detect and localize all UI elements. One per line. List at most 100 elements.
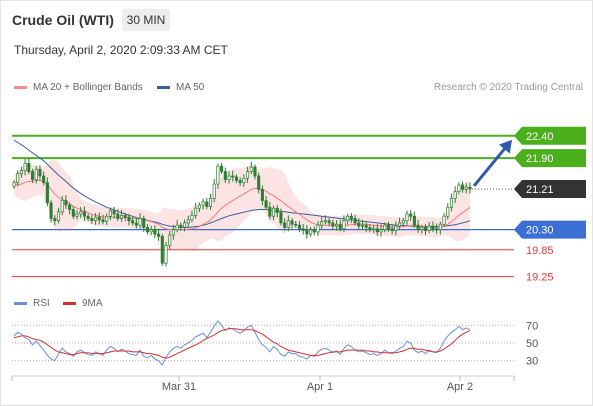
legend-ma50: MA 50	[157, 82, 204, 93]
candle-body	[309, 229, 313, 235]
candle-body	[346, 215, 350, 222]
candle-body	[420, 227, 424, 230]
candle-body	[142, 218, 146, 228]
candle	[349, 212, 353, 224]
candle	[168, 230, 172, 250]
candle	[45, 177, 49, 207]
candle-body	[398, 222, 402, 227]
candle-body	[157, 233, 161, 237]
candle	[194, 202, 198, 219]
candle-body	[386, 224, 390, 230]
candle-body	[431, 225, 435, 230]
candle	[164, 241, 168, 267]
candle-body	[68, 204, 72, 210]
candle	[12, 180, 16, 189]
candle	[309, 226, 313, 237]
candle-body	[90, 218, 94, 222]
candle-body	[16, 173, 20, 184]
resistance-tag	[514, 149, 586, 168]
candle-body	[327, 220, 331, 224]
candle	[423, 224, 428, 236]
candle-body	[64, 200, 68, 206]
candle-body	[79, 211, 83, 215]
candle-body	[23, 163, 27, 171]
candle	[360, 219, 365, 231]
candle	[238, 177, 242, 187]
candle-body	[446, 206, 450, 217]
timeframe-button[interactable]: 30 MIN	[122, 9, 170, 31]
candle-body	[108, 210, 112, 217]
candle	[42, 171, 46, 186]
candle-body	[97, 216, 101, 221]
candle-body	[416, 224, 420, 230]
candle	[246, 166, 250, 183]
candle	[94, 213, 98, 225]
candle	[394, 221, 398, 236]
candle-body	[342, 220, 346, 230]
candle-body	[145, 227, 150, 233]
candle	[179, 222, 183, 231]
candle	[286, 215, 290, 232]
candle-body	[238, 180, 242, 184]
candle-body	[45, 182, 49, 204]
candle-body	[286, 220, 290, 228]
candle-body	[182, 222, 187, 228]
candle	[390, 224, 394, 235]
candle	[90, 215, 94, 225]
candle	[16, 170, 20, 187]
candle-body	[75, 213, 79, 217]
timestamp: Thursday, April 2, 2020 2:09:33 AM CET	[14, 43, 228, 57]
candle-body	[301, 228, 305, 231]
candle	[60, 195, 64, 216]
candle-body	[86, 215, 90, 219]
candle-body	[435, 228, 439, 231]
candle-body	[116, 213, 120, 219]
candle-body	[94, 216, 98, 222]
candle-body	[205, 201, 209, 207]
candle	[438, 221, 442, 235]
candle-body	[112, 210, 116, 215]
candle-body	[71, 209, 75, 217]
candle-body	[56, 211, 61, 222]
candle	[116, 209, 120, 222]
candle	[268, 201, 272, 220]
candle	[208, 193, 213, 210]
candle-body	[197, 204, 201, 209]
candle	[253, 164, 257, 180]
candle-body	[42, 175, 46, 184]
candle-body	[338, 223, 342, 230]
candle	[149, 225, 153, 236]
candle-body	[134, 222, 138, 226]
ma50-line	[13, 139, 471, 228]
resistance-label: 22.40	[526, 131, 554, 143]
candle-body	[394, 225, 398, 231]
rsi-tick-label: 70	[526, 320, 538, 332]
pivot-tag	[514, 220, 586, 239]
candle	[275, 204, 279, 218]
candle-body	[53, 218, 57, 222]
candle	[257, 172, 261, 194]
candle	[201, 198, 205, 210]
candle	[442, 212, 446, 227]
candle-body	[468, 186, 472, 190]
candle	[71, 206, 75, 219]
price-level-resistance: 22.40	[12, 126, 586, 145]
candle	[435, 223, 439, 234]
candle	[446, 203, 450, 220]
candle	[142, 215, 146, 233]
candle	[427, 222, 431, 234]
candle-body	[60, 200, 64, 213]
candle	[364, 222, 368, 233]
candle-body	[138, 218, 142, 226]
credit-text: Research © 2020 Trading Central	[433, 82, 583, 93]
candle	[127, 213, 131, 226]
candle	[405, 210, 409, 225]
rsi-ma-line	[13, 328, 471, 359]
last-price-tag	[514, 179, 586, 198]
candle	[327, 218, 331, 227]
candle	[372, 224, 376, 233]
candle	[30, 168, 35, 183]
candle	[112, 206, 116, 219]
candle-body	[290, 220, 294, 225]
